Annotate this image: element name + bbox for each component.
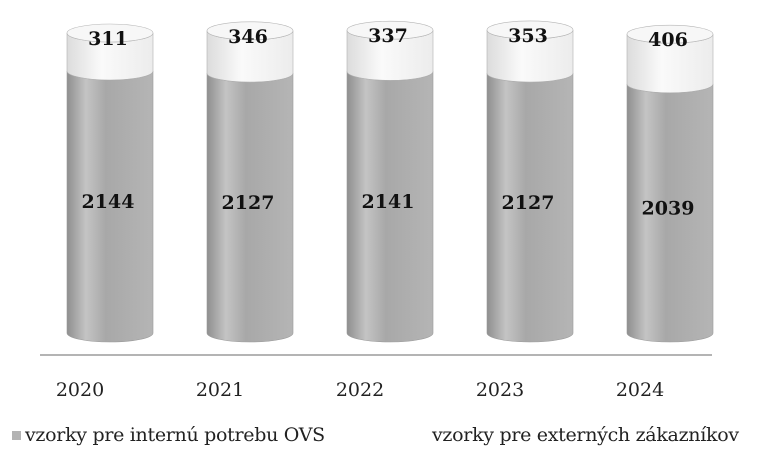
- legend-label-external: vzorky pre externých zákazníkov: [432, 424, 739, 446]
- x-tick-label-2020: 2020: [56, 379, 104, 401]
- data-label-internal-2022: 2141: [362, 191, 415, 213]
- x-tick-label-2023: 2023: [476, 379, 524, 401]
- bar-cap-2020: [66, 23, 154, 43]
- data-label-external-2023: 353: [508, 25, 548, 47]
- legend-item-external: vzorky pre externých zákazníkov: [432, 424, 739, 446]
- x-tick-label-2024: 2024: [616, 379, 664, 401]
- bar-cap-2023: [486, 20, 574, 40]
- data-label-external-2021: 346: [228, 26, 268, 48]
- legend: vzorky pre internú potrebu OVS vzorky pr…: [12, 424, 774, 452]
- data-label-internal-2020: 2144: [82, 191, 135, 213]
- data-label-internal-2024: 2039: [642, 197, 695, 219]
- data-label-external-2022: 337: [368, 25, 408, 47]
- x-tick-label-2022: 2022: [336, 379, 384, 401]
- bar-cap-2021: [206, 21, 294, 41]
- legend-swatch-internal: [12, 430, 21, 440]
- legend-label-internal: vzorky pre internú potrebu OVS: [25, 424, 325, 446]
- x-tick-label-2021: 2021: [196, 379, 244, 401]
- data-label-internal-2023: 2127: [502, 192, 555, 214]
- data-label-internal-2021: 2127: [222, 192, 275, 214]
- bar-cap-2024: [626, 24, 714, 44]
- bar-cap-2022: [346, 20, 434, 40]
- legend-item-internal: vzorky pre internú potrebu OVS: [12, 424, 325, 446]
- data-label-external-2024: 406: [648, 29, 688, 51]
- data-label-external-2020: 311: [88, 28, 128, 50]
